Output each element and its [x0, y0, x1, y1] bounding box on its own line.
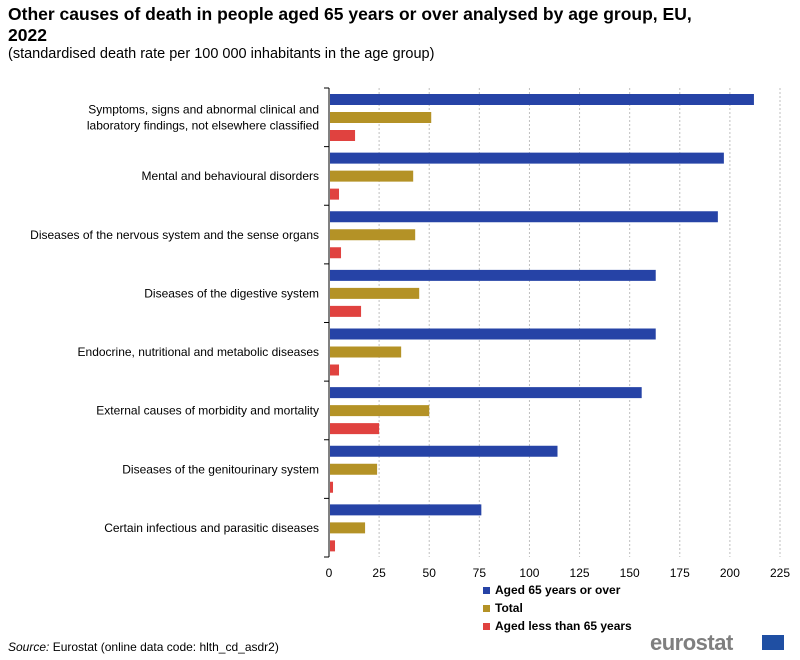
legend-label: Total: [495, 601, 523, 615]
bar: [330, 305, 362, 317]
chart-title: Other causes of death in people aged 65 …: [8, 4, 692, 45]
x-tick-label: 150: [620, 566, 640, 580]
x-tick-label: 0: [326, 566, 333, 580]
category-label: Diseases of the genitourinary system: [122, 462, 319, 476]
bar: [330, 405, 430, 417]
bar: [330, 522, 366, 534]
bar: [330, 94, 754, 105]
bar: [330, 152, 724, 164]
category-label: Diseases of the nervous system and the s…: [30, 228, 319, 242]
y-axis: [324, 87, 330, 558]
source-text: Eurostat (online data code: hlth_cd_asdr…: [52, 640, 279, 654]
bar: [330, 346, 402, 358]
category-label: Diseases of the digestive system: [144, 286, 319, 300]
logo-text: eurostat: [650, 630, 733, 655]
legend-swatch: [483, 623, 490, 630]
bar: [330, 287, 420, 299]
bar: [330, 463, 378, 475]
x-tick-label: 175: [670, 566, 690, 580]
x-tick-label: 200: [720, 566, 740, 580]
x-tick-label: 125: [570, 566, 590, 580]
category-labels: Symptoms, signs and abnormal clinical an…: [30, 103, 319, 535]
source-prefix: Source:: [8, 640, 50, 654]
legend-label: Aged 65 years or over: [495, 583, 621, 597]
bar: [330, 130, 356, 141]
bar: [330, 211, 718, 223]
bar-chart: Symptoms, signs and abnormal clinical an…: [30, 87, 791, 633]
source-note: Source: Eurostat (online data code: hlth…: [8, 640, 279, 654]
category-label: Certain infectious and parasitic disease…: [104, 521, 319, 535]
x-tick-label: 225: [770, 566, 790, 580]
x-tick-label: 50: [423, 566, 437, 580]
bar: [330, 247, 342, 259]
bar: [330, 504, 482, 516]
bar: [330, 540, 336, 552]
legend-swatch: [483, 587, 490, 594]
bar: [330, 269, 656, 281]
category-label: External causes of morbidity and mortali…: [96, 404, 319, 418]
chart-subtitle: (standardised death rate per 100 000 inh…: [8, 46, 435, 62]
legend: Aged 65 years or over Total Aged less than…: [483, 583, 632, 633]
x-tick-label: 25: [372, 566, 386, 580]
bar: [330, 387, 642, 399]
x-tick-labels: 0 25 50 75 100 125 150 175 200 225: [326, 566, 791, 580]
x-tick-label: 75: [473, 566, 487, 580]
legend-swatch: [483, 605, 490, 612]
category-label: Endocrine, nutritional and metabolic dis…: [78, 345, 319, 359]
bar: [330, 112, 432, 123]
bars: [330, 94, 754, 552]
legend-label: Aged less than 65 years: [495, 619, 632, 633]
eurostat-logo: eurostat: [650, 630, 790, 656]
bar: [330, 445, 558, 457]
category-label: Symptoms, signs and abnormal clinical an…: [88, 103, 319, 117]
bar: [330, 423, 380, 435]
category-label: Mental and behavioural disorders: [142, 169, 319, 183]
bar: [330, 328, 656, 340]
bar: [330, 188, 340, 200]
bar: [330, 229, 416, 241]
bar: [330, 170, 414, 182]
category-label: laboratory findings, not elsewhere class…: [87, 119, 319, 133]
x-tick-label: 100: [519, 566, 539, 580]
bar: [330, 364, 340, 376]
eu-flag-icon: [762, 635, 784, 650]
bar: [330, 481, 334, 493]
